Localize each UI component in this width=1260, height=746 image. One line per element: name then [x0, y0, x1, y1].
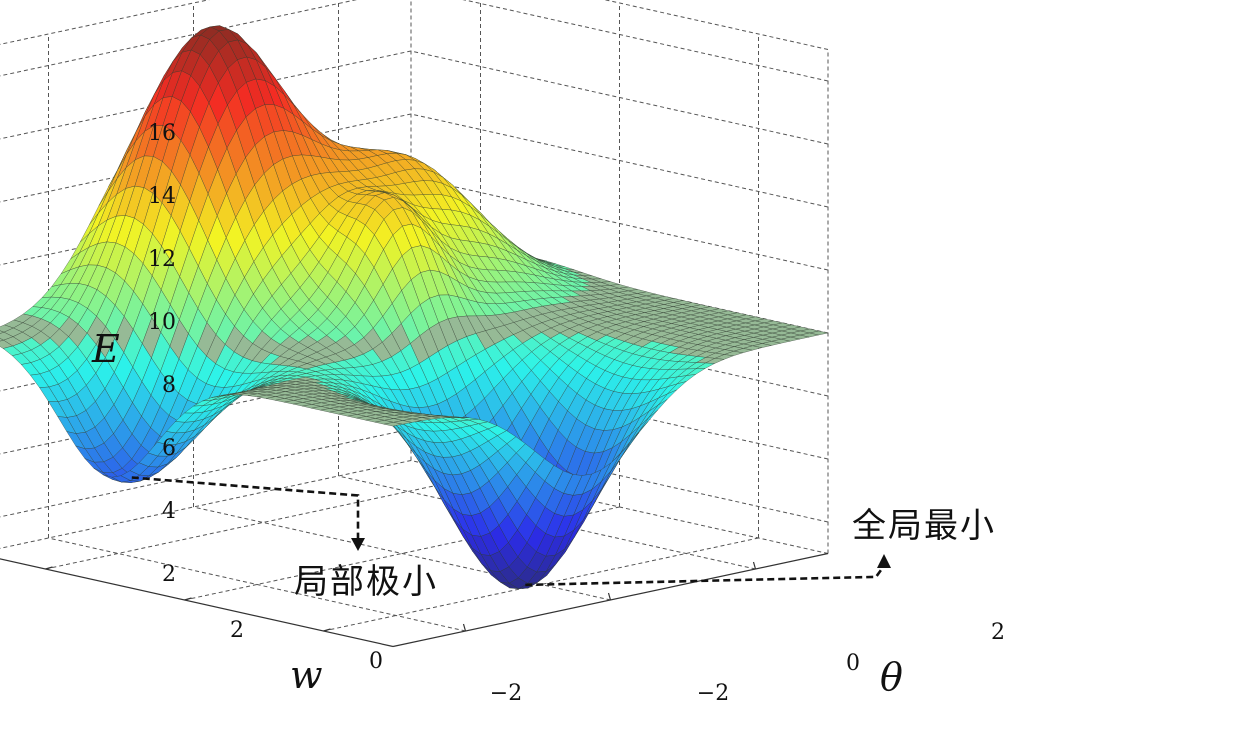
local-minimum-arrowhead	[351, 538, 365, 551]
right-wall-grid-line	[462, 0, 829, 82]
z-tick-label: 14	[148, 184, 176, 209]
theta-tick-mark	[462, 623, 467, 632]
box-edge	[410, 460, 829, 554]
w-axis-label: w	[290, 653, 323, 697]
z-axis-label: E	[91, 327, 120, 371]
floor-grid-line	[48, 537, 466, 632]
theta-tick-label: 2	[991, 620, 1005, 645]
z-tick-label: 4	[162, 499, 176, 524]
right-wall-grid-line	[410, 50, 829, 145]
local-minimum-label: 局部极小	[294, 562, 438, 602]
z-tick-label: 10	[148, 310, 176, 335]
global-minimum-label: 全局最小	[852, 506, 996, 546]
local-minimum-arrow	[131, 476, 360, 540]
global-minimum-arrowhead	[877, 554, 891, 568]
global-minimum-arrow	[525, 565, 886, 587]
floor-grid-line	[45, 475, 481, 570]
w-tick-label: 0	[369, 649, 383, 674]
box-edge	[603, 0, 829, 50]
w-tick-mark	[184, 597, 192, 601]
z-tick-label: 6	[162, 436, 176, 461]
z-tick-label: 8	[162, 373, 176, 398]
theta-tick-mark	[607, 592, 612, 601]
error-surface	[0, 25, 829, 590]
w-tick-label: −2	[490, 681, 522, 706]
box-edge	[0, 460, 412, 549]
surface-patch	[383, 422, 403, 427]
z-tick-label: 16	[148, 121, 176, 146]
theta-tick-label: −2	[697, 681, 729, 706]
w-tick-mark	[45, 566, 53, 570]
w-tick-mark	[323, 628, 331, 632]
annotations: 局部极小 全局最小	[131, 476, 996, 602]
right-wall-grid-line	[410, 428, 829, 523]
right-wall-grid-line	[410, 113, 829, 208]
back-wall-grid-line	[0, 428, 412, 518]
theta-tick-label: 0	[846, 651, 860, 676]
z-tick-label: 12	[148, 247, 176, 272]
theta-axis-label: θ	[880, 655, 903, 699]
right-wall-grid-line	[410, 176, 829, 271]
tick-labels: 16 14 12 10 8 6 4 2 2 0 −2 −2 0 2 E w θ	[91, 121, 1005, 706]
w-tick-label: 2	[230, 618, 244, 643]
z-tick-label: 2	[162, 562, 176, 587]
theta-tick-mark	[752, 561, 757, 570]
